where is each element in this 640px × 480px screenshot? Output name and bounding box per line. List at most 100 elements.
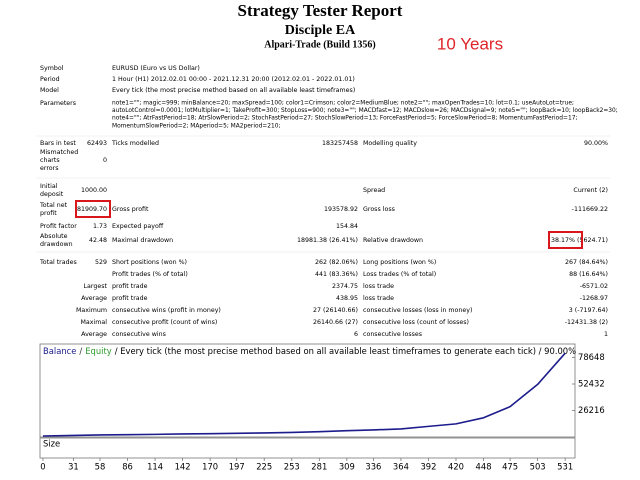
cell-text: Absolute — [40, 233, 68, 240]
cell-label: consecutive profit (count of wins) — [112, 319, 217, 326]
cell-value: 193578.92 — [324, 206, 358, 213]
cell-value: Average — [81, 331, 107, 338]
cell-value: 154.84 — [336, 223, 358, 230]
cell-value: 6 — [354, 331, 358, 338]
legend-item: / Every tick (the most precise method ba… — [115, 346, 576, 356]
cell-value: Maximum — [76, 307, 107, 314]
row-value: note1=""; magic=999; minBalance=20; maxS… — [112, 101, 574, 107]
size-frame — [39, 437, 576, 459]
cell-value: -1268.97 — [580, 295, 608, 302]
row-label: Symbol — [40, 65, 64, 72]
y-tick-label: 26216 — [578, 405, 605, 415]
x-tick-label: 170 — [202, 462, 218, 472]
cell-label: loss trade — [363, 295, 394, 302]
cell-label: profit trade — [112, 283, 148, 290]
cell-value: 81909.70 — [77, 206, 107, 213]
cell-text: Initial — [40, 183, 58, 190]
cell-value: 529 — [95, 259, 107, 266]
balance-graph: Size Balance / Equity / Every tick (the mos… — [39, 343, 605, 472]
row-label: Model — [40, 87, 59, 94]
row-value: EURUSD (Euro vs US Dollar) — [112, 65, 200, 72]
cell-label: consecutive losses (loss in money) — [363, 307, 472, 314]
x-tick-label: 31 — [68, 462, 79, 472]
x-tick-label: 58 — [95, 462, 106, 472]
cell-text: Mismatched — [40, 149, 78, 156]
row-value: MomentumSlowPeriod=2; MAperiod=5; MA2per… — [112, 123, 280, 129]
cell-value: 262 (82.06%) — [315, 259, 358, 266]
cell-value: 90.00% — [584, 140, 608, 147]
cell-value: Largest — [84, 283, 108, 290]
row-value: autoLotControl=0.0001; lotMultiplier=1; … — [112, 108, 618, 114]
cell-value: Maximal — [80, 319, 107, 326]
cell-label: Gross profit — [112, 206, 149, 213]
x-tick-label: 448 — [476, 462, 492, 472]
cell-label: consecutive wins (profit in money) — [112, 307, 221, 314]
cell-text: profit — [40, 210, 57, 217]
cell-label: consecutive losses — [363, 331, 422, 338]
x-tick-label: 86 — [122, 462, 133, 472]
x-tick-label: 503 — [530, 462, 546, 472]
cell-label: Ticks modelled — [111, 140, 159, 147]
cell-label: Profit trades (% of total) — [112, 271, 188, 278]
cell-label: Short positions (won %) — [112, 259, 187, 266]
cell-label: consecutive loss (count of losses) — [363, 319, 469, 326]
cell-value: Average — [81, 295, 107, 302]
x-tick-label: 142 — [175, 462, 191, 472]
cell-label: Modelling quality — [363, 140, 417, 147]
graph-legend: Balance / Equity / Every tick (the most pre… — [43, 346, 576, 356]
x-tick-label: 309 — [339, 462, 355, 472]
report-title: Strategy Tester Report — [238, 1, 403, 20]
cell-value: 1.73 — [93, 223, 107, 230]
cell-label: Total trades — [39, 259, 77, 266]
cell-value: 18981.38 (26.41%) — [297, 237, 358, 244]
x-tick-label: 197 — [229, 462, 245, 472]
legend-item: Balance — [43, 346, 76, 356]
cell-label: Bars in test — [40, 140, 76, 147]
cell-label: Profit factor — [40, 223, 77, 230]
row-label: Parameters — [40, 100, 76, 107]
cell-value: 1000.00 — [81, 187, 107, 194]
cell-value: 3 (-7197.64) — [569, 307, 608, 314]
cell-value: 1 — [604, 331, 608, 338]
x-tick-label: 336 — [365, 462, 381, 472]
cell-label: Relative drawdown — [363, 237, 423, 244]
x-tick-label: 225 — [256, 462, 272, 472]
row-label: Period — [40, 76, 60, 83]
x-tick-label: 392 — [420, 462, 436, 472]
cell-label: Gross loss — [363, 206, 395, 213]
report-table: Symbol EURUSD (Euro vs US Dollar) Period 1 … — [39, 65, 618, 338]
cell-value: 2374.75 — [332, 283, 358, 290]
cell-label: Long positions (won %) — [363, 259, 436, 266]
cell-value: -111669.22 — [572, 206, 608, 213]
cell-label: Spread — [363, 187, 385, 194]
cell-value: 27 (26140.66) — [313, 307, 358, 314]
cell-text: charts — [40, 157, 60, 164]
cell-label: Maximal drawdown — [112, 237, 173, 244]
cell-value: 88 (16.64%) — [569, 271, 608, 278]
broker: Alpari-Trade (Build 1356) — [264, 39, 375, 50]
plot-frame — [39, 343, 576, 438]
cell-value: 26140.66 (27) — [313, 319, 358, 326]
cell-label: profit trade — [112, 295, 148, 302]
highlight-box — [548, 231, 583, 249]
cell-value: 62493 — [87, 140, 107, 147]
x-tick-label: 475 — [502, 462, 518, 472]
cell-value: -6571.02 — [580, 283, 608, 290]
row-value: 1 Hour (H1) 2012.02.01 00:00 - 2021.12.3… — [112, 76, 355, 83]
cell-value: 441 (83.36%) — [315, 271, 358, 278]
cell-label: loss trade — [363, 283, 394, 290]
expert-name: Disciple EA — [285, 23, 356, 38]
cell-text: Total net — [39, 202, 68, 209]
x-tick-label: 364 — [393, 462, 409, 472]
highlight-box — [75, 200, 111, 218]
cell-text: deposit — [40, 191, 64, 198]
cell-label: consecutive wins — [112, 331, 166, 338]
balance-line — [42, 352, 566, 437]
x-tick-label: 253 — [284, 462, 300, 472]
x-tick-label: 0 — [40, 462, 45, 472]
cell-value: 0 — [103, 157, 107, 164]
cell-value: 42.48 — [89, 237, 107, 244]
row-value: note4=""; AtrFastPeriod=18; AtrSlowPerio… — [112, 116, 577, 122]
